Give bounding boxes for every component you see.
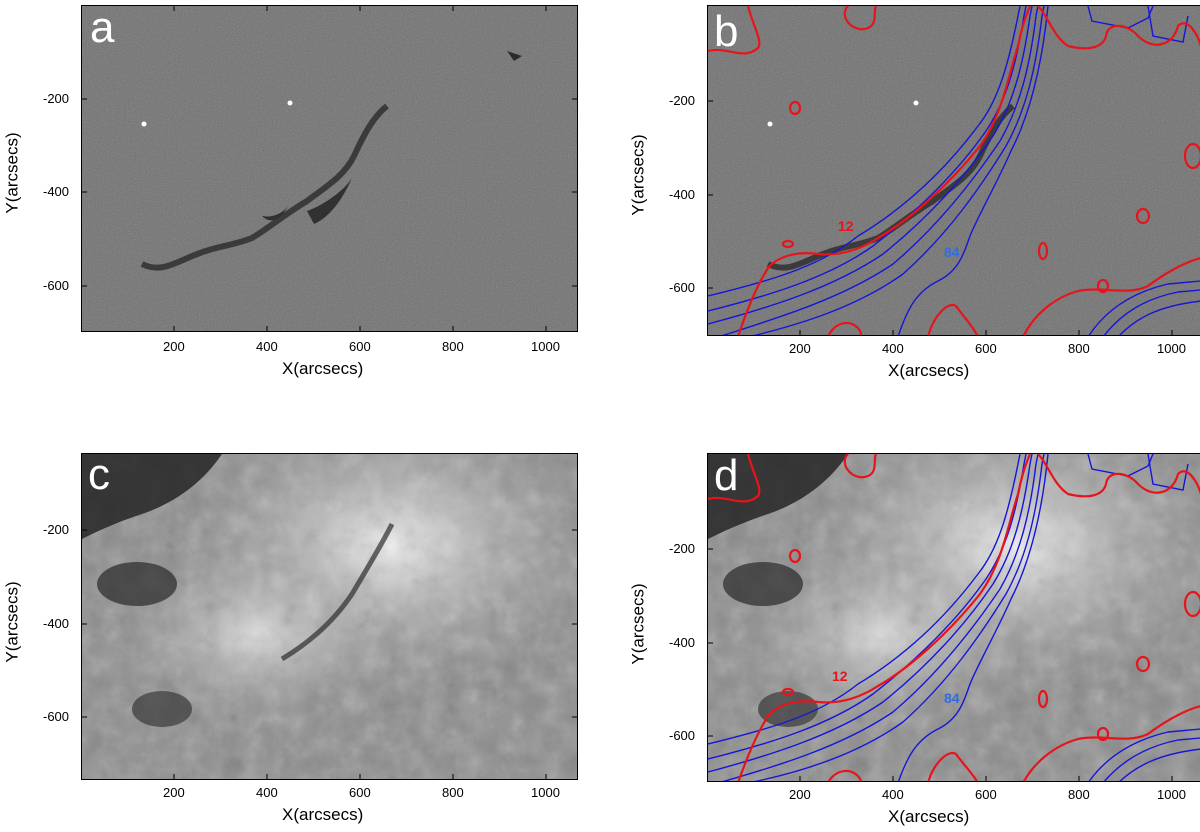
- panel-letter: c: [88, 450, 110, 499]
- y-tick-label: -400: [669, 187, 696, 202]
- x-tick-label: 200: [163, 339, 185, 354]
- panel-c: c 200 400 600 800 1000 -200 -400 -600 X(…: [0, 432, 600, 832]
- x-tick-label: 1000: [1157, 787, 1186, 802]
- y-axis-title: Y(arcsecs): [2, 132, 22, 214]
- y-tick-label: -600: [43, 278, 70, 293]
- blue-contours: [708, 6, 1200, 335]
- x-tick-label: 600: [975, 787, 997, 802]
- x-tick-label: 400: [882, 787, 904, 802]
- x-tick-label: 1000: [531, 339, 560, 354]
- x-tick-label: 800: [1068, 341, 1090, 356]
- red-contours: [708, 6, 1200, 335]
- y-tick-label: -600: [43, 709, 70, 724]
- x-axis-title: X(arcsecs): [282, 359, 364, 378]
- x-axis-title: X(arcsecs): [888, 361, 970, 380]
- panel-a: a 200 400 600 800 1000 -200 -400 -600 X(…: [0, 0, 600, 400]
- x-tick-label: 200: [163, 785, 185, 800]
- x-tick-label: 600: [975, 341, 997, 356]
- y-tick-label: -200: [43, 91, 70, 106]
- x-tick-label: 400: [256, 785, 278, 800]
- euv-texture: [708, 454, 1200, 781]
- x-tick-label: 1000: [531, 785, 560, 800]
- y-axis-title: Y(arcsecs): [2, 581, 22, 663]
- blue-contour-label: 84: [944, 690, 960, 706]
- panel-letter: d: [714, 451, 739, 500]
- magnetogram-image: [81, 5, 578, 332]
- y-axis-title: Y(arcsecs): [628, 134, 648, 216]
- panel-letter: a: [90, 3, 115, 52]
- y-tick-label: -400: [43, 184, 70, 199]
- euv-image: [81, 453, 578, 780]
- x-tick-label: 200: [789, 787, 811, 802]
- x-tick-label: 400: [256, 339, 278, 354]
- x-tick-label: 1000: [1157, 341, 1186, 356]
- y-tick-label: -200: [43, 522, 70, 537]
- x-tick-label: 600: [349, 339, 371, 354]
- magnetogram-texture: [708, 6, 1200, 335]
- x-axis-title: X(arcsecs): [282, 805, 364, 824]
- blue-contours: [708, 454, 1200, 781]
- y-tick-label: -600: [669, 728, 696, 743]
- magnetogram-texture: [82, 6, 577, 331]
- y-axis-title: Y(arcsecs): [628, 583, 648, 665]
- y-tick-label: -600: [669, 280, 696, 295]
- magnetogram-image: [707, 5, 1200, 336]
- y-tick-label: -200: [669, 541, 696, 556]
- panel-letter: b: [714, 7, 739, 56]
- euv-texture: [82, 454, 577, 779]
- panel-b: b 12 84 200 400 600 800 1000 -200 -400 -…: [626, 0, 1200, 400]
- x-tick-label: 400: [882, 341, 904, 356]
- x-tick-label: 800: [1068, 787, 1090, 802]
- x-tick-label: 600: [349, 785, 371, 800]
- blue-contour-label: 84: [944, 244, 960, 260]
- dark-filament: [140, 103, 389, 271]
- x-tick-label: 800: [442, 785, 464, 800]
- red-contour-label: 12: [838, 218, 854, 234]
- x-tick-label: 200: [789, 341, 811, 356]
- y-tick-label: -400: [669, 635, 696, 650]
- x-axis-title: X(arcsecs): [888, 807, 970, 826]
- y-tick-label: -200: [669, 93, 696, 108]
- panel-d: d 12 84 200 400 600 800 1000 -200 -400 -…: [626, 432, 1200, 832]
- euv-image: [707, 453, 1200, 782]
- x-tick-label: 800: [442, 339, 464, 354]
- red-contours: [708, 454, 1200, 781]
- red-contour-label: 12: [832, 668, 848, 684]
- y-tick-label: -400: [43, 616, 70, 631]
